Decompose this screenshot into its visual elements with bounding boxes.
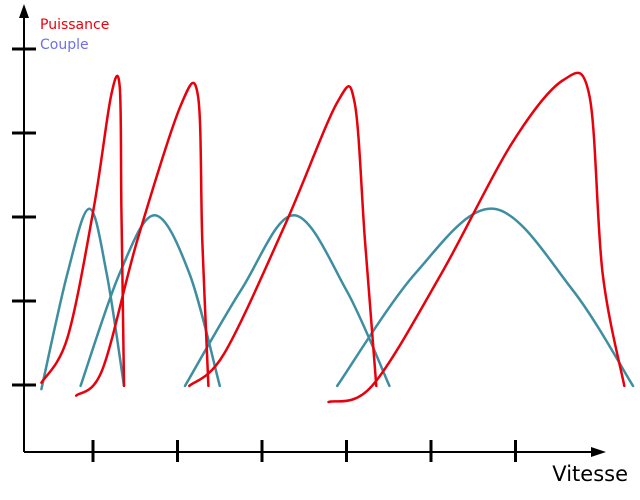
y-axis-arrow-icon xyxy=(19,4,29,18)
couple-curve-gear-4 xyxy=(335,207,635,388)
couple-curve-gear-1 xyxy=(40,207,126,391)
puissance-curve-gear-1 xyxy=(40,74,126,388)
x-axis xyxy=(24,440,606,462)
legend: Puissance Couple xyxy=(40,17,109,53)
puissance-curve-gear-2 xyxy=(74,81,210,397)
curve-layer xyxy=(40,71,635,404)
y-axis xyxy=(12,4,36,452)
couple-curve-gear-3 xyxy=(183,213,391,388)
y-axis-ticks xyxy=(12,47,36,387)
couple-curve-gear-2 xyxy=(79,213,222,388)
puissance-curve-gear-4 xyxy=(327,71,626,404)
x-axis-arrow-icon xyxy=(591,447,606,457)
legend-item-puissance: Puissance xyxy=(40,17,109,33)
x-axis-label: Vitesse xyxy=(552,462,628,486)
puissance-curve-gear-3 xyxy=(188,84,378,388)
legend-item-couple: Couple xyxy=(40,37,89,53)
x-axis-ticks xyxy=(91,440,517,462)
